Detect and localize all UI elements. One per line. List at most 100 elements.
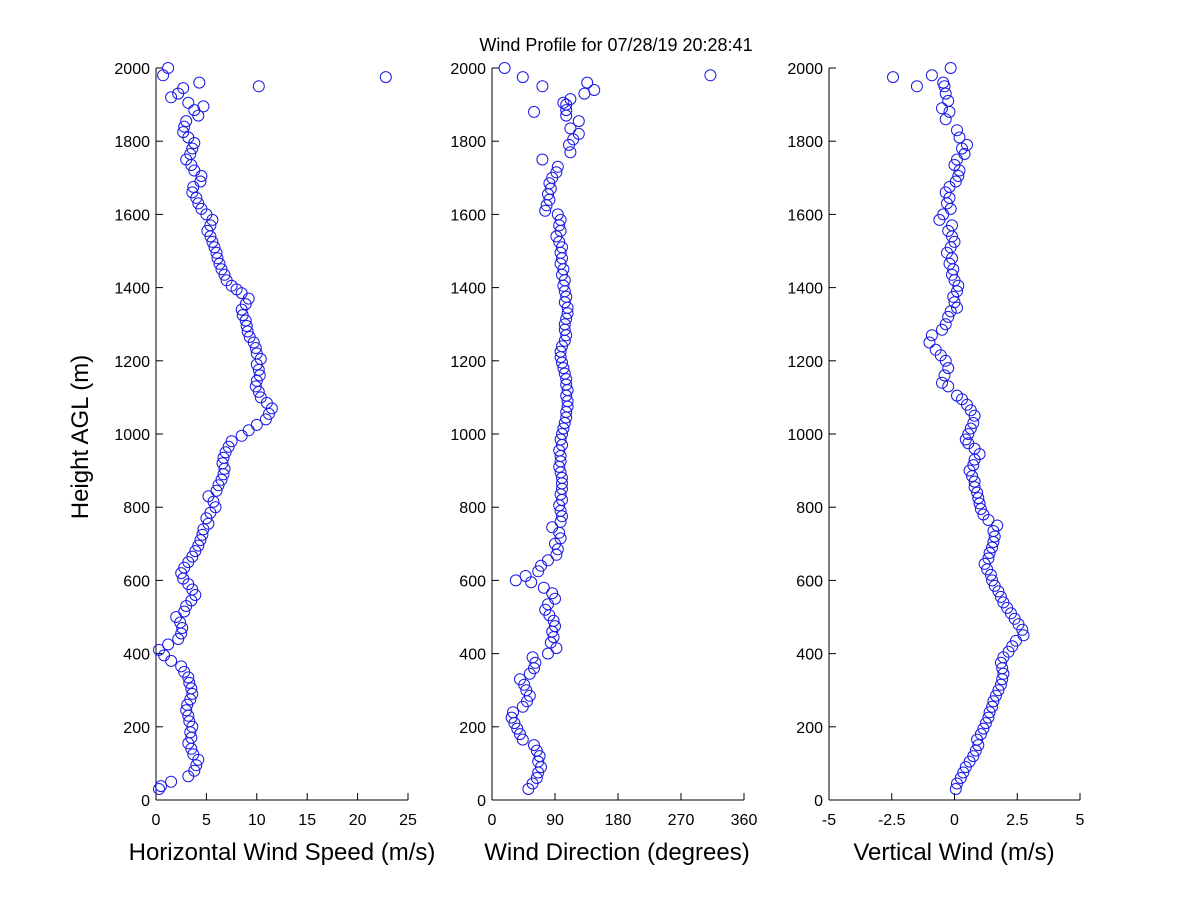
speed-data-point [202,490,215,503]
direction-y-tick-label: 200 [459,720,486,737]
speed-y-tick-label: 400 [123,647,150,664]
vertical-data-point [936,102,948,115]
direction-data-point [537,581,550,594]
direction-data-point [533,750,546,763]
direction-data-point [520,684,533,697]
speed-y-tick-label: 1000 [114,427,150,444]
speed-data-point [178,665,191,678]
direction-data-point [514,673,526,686]
direction-data-point [572,115,585,128]
speed-data-point [240,320,253,332]
vertical-data-point [954,772,967,784]
direction-y-tick-label: 400 [459,647,486,664]
vertical-data-point [942,380,955,393]
vertical-data-point [991,519,1004,532]
vertical-data-point [929,343,942,356]
direction-y-tick-label: 1000 [450,427,486,444]
direction-data-point [557,422,570,435]
direction-data-point [554,532,567,545]
vertical-data-point [986,541,999,554]
vertical-data-point [988,579,1001,592]
direction-data-point [556,510,568,523]
vertical-data-point [946,268,958,281]
direction-data-point [560,290,573,303]
speed-data-point [187,748,200,761]
speed-data-point [209,501,222,514]
vertical-y-tick-label: 0 [814,793,823,810]
speed-data-point [165,91,178,104]
vertical-data-point [958,148,971,160]
speed-data-point [178,120,191,133]
vertical-data-point [982,711,995,724]
direction-data-point [530,772,543,784]
speed-data-point [204,219,217,232]
direction-data-point [556,241,568,254]
speed-data-point [190,759,203,772]
vertical-data-point [967,750,980,763]
vertical-data-point [943,257,956,270]
direction-y-tick-label: 1600 [450,207,486,224]
figure-title: Wind Profile for 07/28/19 20:28:41 [479,35,752,55]
vertical-data-point [961,138,973,151]
direction-panel: Wind Direction (degrees) 0 90 180 270 360 0 20… [450,61,757,866]
vertical-data-point [989,689,1002,702]
direction-data-point [551,160,564,173]
speed-data-point [153,783,165,795]
vertical-data-point [925,329,938,342]
direction-data-point [564,122,577,135]
vertical-data-point [925,69,938,82]
speed-data-point [182,96,195,109]
direction-data-point [560,373,573,386]
vertical-data-point [948,235,961,248]
direction-data-point [519,570,532,582]
vertical-data-point [988,530,1001,543]
speed-y-tick-label: 0 [141,793,150,810]
direction-data-point [511,722,524,735]
direction-data-point [550,166,563,179]
vertical-data-point [949,783,962,795]
speed-data-point [192,197,205,210]
vertical-data-point [967,459,980,472]
speed-data-point [243,331,256,343]
direction-data-point [557,96,570,109]
vertical-data-point [939,87,952,100]
direction-data-point [572,127,585,140]
direction-x-tick-label: 270 [668,812,695,829]
vertical-data-point [951,389,963,402]
direction-data-point [546,587,559,600]
direction-data-point [554,345,567,358]
direction-x-tick-label: 0 [488,812,497,829]
vertical-data-point [994,678,1007,691]
vertical-y-tick-label: 1200 [787,354,823,371]
direction-data-point [554,213,567,226]
vertical-data-point [948,159,961,171]
speed-data-point [210,484,223,497]
speed-y-tick-label: 2000 [114,61,150,78]
speed-data-point [183,715,196,728]
direction-data-point [551,208,564,221]
vertical-data-point [942,310,955,323]
vertical-data-point [994,656,1007,669]
direction-y-tick-label: 2000 [450,61,486,78]
vertical-y-tick-label: 1600 [787,207,823,224]
speed-data-point [162,62,175,74]
speed-x-tick-label: 20 [349,812,367,829]
speed-data-point [197,100,210,113]
vertical-x-tick-label: 0 [950,812,959,829]
speed-x-axis-title: Horizontal Wind Speed (m/s) [129,839,436,866]
direction-data-point [528,105,540,118]
vertical-data-point [946,219,958,232]
direction-data-point [509,574,522,587]
vertical-data-point [983,706,996,719]
vertical-data-point [944,62,957,74]
speed-data-point [215,473,228,486]
vertical-data-point [992,684,1005,697]
direction-data-point [549,592,561,605]
vertical-data-point [968,481,981,494]
direction-data-point [554,433,567,446]
direction-data-point [528,739,540,752]
direction-data-point [532,565,545,578]
speed-data-point [193,76,206,89]
speed-y-tick-label: 600 [123,573,150,590]
speed-data-point [206,235,219,248]
